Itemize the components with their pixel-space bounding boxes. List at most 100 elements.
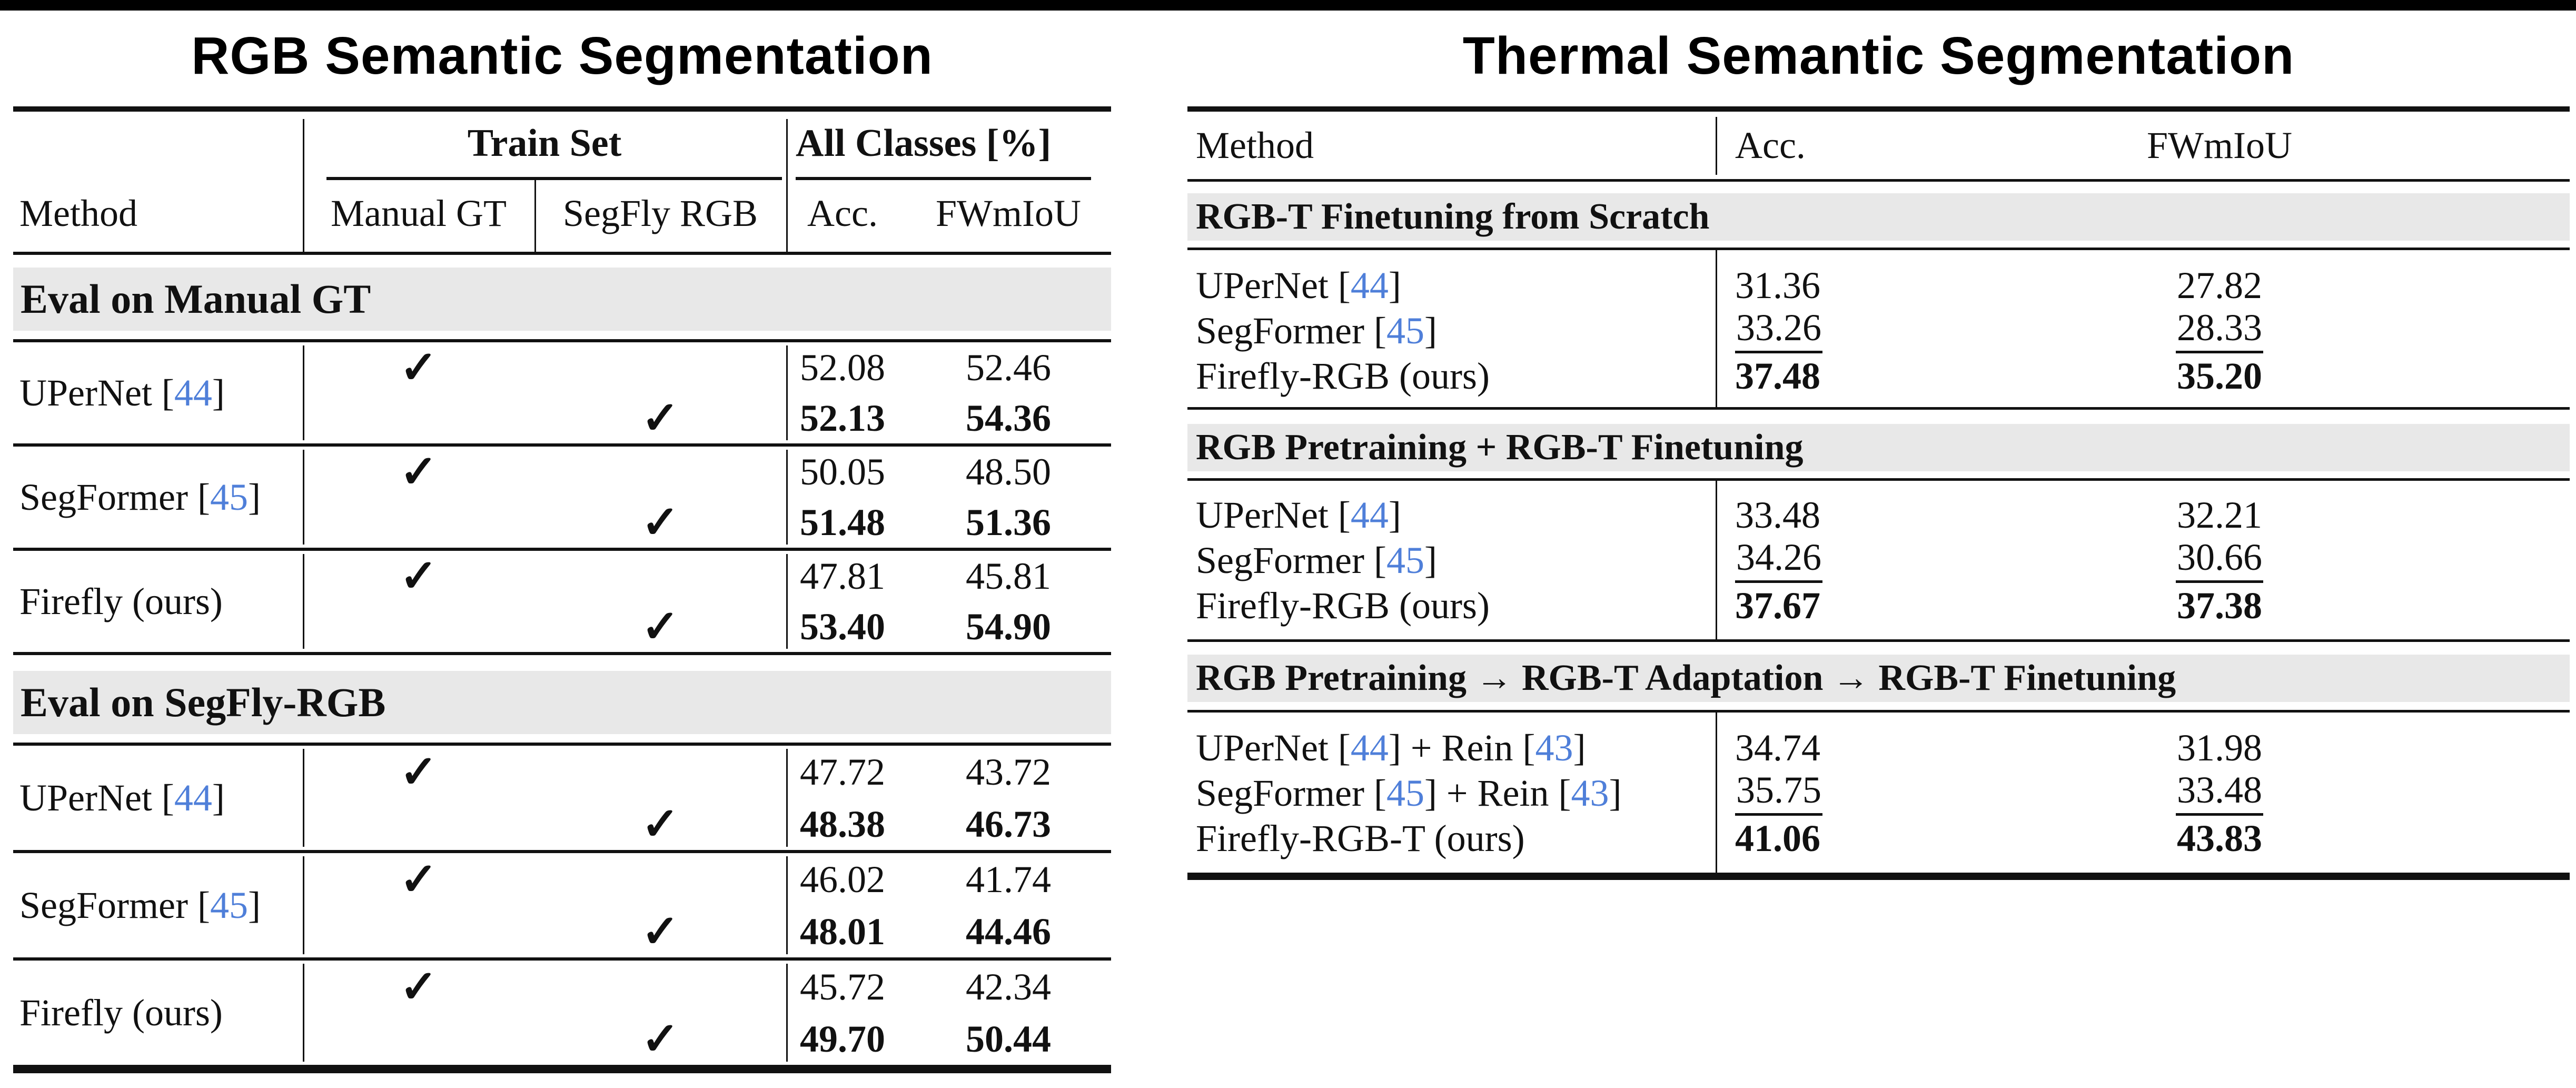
top-rule	[1187, 106, 2570, 112]
method-row: SegFormer [45] 33.26 28.33	[1187, 308, 2570, 353]
column-divider	[1716, 250, 1717, 407]
citation-link[interactable]: 45	[1386, 772, 1424, 814]
left-table-title: RGB Semantic Segmentation	[191, 26, 933, 85]
header-rule	[13, 252, 1111, 255]
section-band: Eval on Manual GT	[13, 268, 1111, 331]
method-row: Firefly-RGB (ours) 37.48 35.20	[1187, 353, 2570, 399]
acc-value: 52.08	[800, 347, 885, 389]
method-text: ] + Rein [	[1424, 772, 1571, 814]
column-divider	[303, 345, 304, 440]
method-text: ]	[1424, 539, 1437, 581]
acc-value: 35.75	[1735, 770, 1961, 816]
citation-link[interactable]: 43	[1535, 727, 1573, 769]
train-set-cell: ✓	[534, 905, 786, 957]
fwmiou-value: 33.48	[2083, 770, 2356, 816]
header-acc: Acc.	[1735, 124, 1806, 166]
method-text: SegFormer [	[1196, 539, 1386, 581]
checkmark-icon: ✓	[399, 447, 438, 497]
checkmark-icon: ✓	[399, 551, 438, 601]
method-text: UPerNet [	[1196, 494, 1351, 536]
column-divider	[786, 119, 788, 252]
row-separator-rule	[13, 443, 1111, 447]
section-rule	[1187, 639, 2570, 642]
citation-link[interactable]: 45	[1386, 539, 1424, 581]
method-text: ]	[1609, 772, 1622, 814]
train-set-cell: ✓	[303, 961, 534, 1013]
method-text: ]	[247, 476, 261, 518]
spacer	[13, 655, 1111, 671]
row-separator-rule	[13, 850, 1111, 853]
section-rule	[1187, 407, 2570, 410]
checkmark-icon: ✓	[399, 854, 438, 905]
citation-link[interactable]: 43	[1571, 772, 1609, 814]
method-label: SegFormer [45]	[19, 853, 261, 957]
fwmiou-value: 54.36	[966, 397, 1051, 439]
checkmark-icon: ✓	[399, 961, 438, 1012]
method-label: SegFormer [45]	[1196, 538, 1437, 583]
method-label: UPerNet [44]	[19, 342, 225, 443]
method-block: Firefly (ours) ✓ 47.81 45.81 ✓ 53.40 54.90	[13, 551, 1111, 652]
column-divider	[303, 450, 304, 545]
section-rule	[13, 743, 1111, 746]
row-separator-rule	[13, 957, 1111, 961]
fwmiou-value: 46.73	[966, 803, 1051, 845]
checkmark-icon: ✓	[641, 906, 680, 957]
bottom-rule	[1187, 873, 2570, 880]
row-separator-rule	[13, 548, 1111, 551]
method-text: Firefly (ours)	[19, 580, 223, 622]
acc-value: 33.26	[1735, 309, 1822, 353]
method-label: Firefly-RGB (ours)	[1196, 353, 1490, 399]
citation-link[interactable]: 45	[210, 884, 248, 926]
method-label: UPerNet [44]	[19, 746, 225, 850]
header-rule	[1187, 179, 2570, 182]
acc-value: 35.75	[1735, 771, 1822, 816]
spacer	[1187, 410, 2570, 424]
column-divider	[1716, 713, 1717, 873]
fwmiou-value: 54.90	[966, 606, 1051, 648]
train-set-cell: ✓	[303, 342, 534, 393]
header-method: Method	[1196, 124, 1314, 166]
citation-link[interactable]: 45	[210, 476, 248, 518]
citation-link[interactable]: 44	[1350, 727, 1389, 769]
thermal-segmentation-table: Method Acc. FWmIoU RGB-T Finetuning from…	[1187, 106, 2570, 880]
column-divider	[303, 119, 304, 252]
spacer	[13, 734, 1111, 743]
method-text: SegFormer [	[1196, 310, 1386, 352]
acc-value: 37.67	[1735, 585, 1820, 627]
spacer	[1187, 471, 2570, 478]
citation-link[interactable]: 44	[1350, 264, 1389, 306]
method-row: Firefly-RGB-T (ours) 41.06 43.83	[1187, 816, 2570, 861]
column-divider	[303, 749, 304, 847]
header-all-classes: All Classes [%]	[796, 122, 1052, 165]
method-block: UPerNet [44] ✓ 52.08 52.46 ✓ 52.13 54.36	[13, 342, 1111, 443]
method-text: UPerNet [	[19, 372, 174, 414]
checkmark-icon: ✓	[641, 798, 680, 849]
acc-value: 33.26	[1735, 308, 1961, 353]
spacer	[1187, 642, 2570, 655]
citation-link[interactable]: 44	[174, 777, 212, 819]
fwmiou-value: 32.21	[2177, 494, 2262, 536]
fwmiou-value: 30.66	[2083, 538, 2356, 583]
acc-value: 50.05	[800, 451, 885, 493]
citation-link[interactable]: 44	[1350, 494, 1389, 536]
checkmark-icon: ✓	[641, 1013, 680, 1064]
top-black-bar	[0, 0, 2576, 11]
method-text: ]	[1573, 727, 1586, 769]
method-text: Firefly-RGB-T (ours)	[1196, 817, 1525, 859]
method-row: SegFormer [45] + Rein [43] 35.75 33.48	[1187, 770, 2570, 816]
right-table-header: Method Acc. FWmIoU	[1187, 112, 2570, 179]
acc-value: 48.38	[800, 803, 885, 845]
header-fwmiou: FWmIoU	[2147, 124, 2292, 166]
rgb-segmentation-table: Train Set All Classes [%] Method Manual …	[13, 106, 1111, 1073]
citation-link[interactable]: 44	[174, 372, 212, 414]
train-set-cell: ✓	[534, 601, 786, 652]
acc-value: 49.70	[800, 1017, 885, 1060]
method-row: SegFormer [45] 34.26 30.66	[1187, 538, 2570, 583]
section-band: Eval on SegFly-RGB	[13, 671, 1111, 734]
method-text: ]	[212, 777, 225, 819]
spacer	[1187, 241, 2570, 248]
section-band: RGB Pretraining + RGB-T Finetuning	[1187, 424, 2570, 471]
citation-link[interactable]: 45	[1386, 310, 1424, 352]
checkmark-icon: ✓	[641, 601, 680, 652]
